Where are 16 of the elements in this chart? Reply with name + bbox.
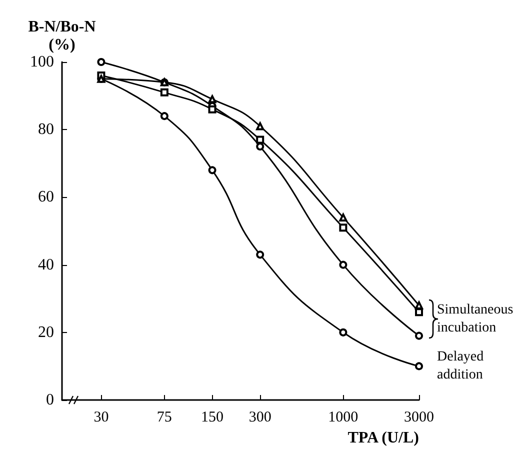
annotation: Simultaneous incubation [437, 302, 517, 336]
x-tick-label: 30 [94, 410, 109, 426]
x-tick-label: 3000 [404, 410, 434, 426]
x-tick-label: 150 [201, 410, 224, 426]
y-tick-label: 0 [46, 392, 54, 408]
x-axis-title: TPA (U/L) [348, 430, 419, 446]
y-tick-label: 20 [38, 324, 54, 341]
y-axis-title: B-N/Bo-N (%) [28, 18, 96, 54]
x-tick-label: 75 [156, 410, 172, 426]
y-tick-label: 80 [38, 121, 54, 138]
annotation: Delayed addition [437, 350, 488, 383]
y-tick-label: 60 [38, 188, 54, 206]
y-tick-label: 40 [38, 256, 54, 274]
x-tick-label: 1000 [328, 410, 358, 426]
y-tick-label: 100 [30, 54, 54, 70]
x-tick-label: 300 [248, 410, 272, 426]
